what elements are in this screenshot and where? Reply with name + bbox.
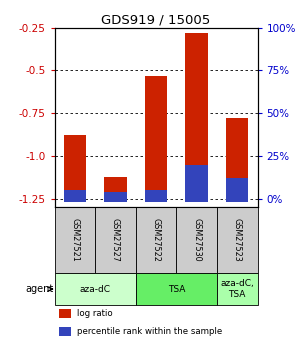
- Bar: [185, 165, 208, 202]
- Text: GSM27522: GSM27522: [152, 218, 161, 262]
- FancyBboxPatch shape: [217, 207, 258, 273]
- Title: GDS919 / 15005: GDS919 / 15005: [102, 13, 211, 27]
- FancyBboxPatch shape: [55, 273, 136, 305]
- Text: GSM27523: GSM27523: [233, 218, 242, 262]
- Text: GSM27521: GSM27521: [70, 218, 79, 262]
- Bar: [145, 190, 167, 202]
- Text: aza-dC,
TSA: aza-dC, TSA: [220, 279, 254, 299]
- Bar: [58, 327, 71, 336]
- FancyBboxPatch shape: [95, 207, 136, 273]
- Bar: [145, 76, 167, 190]
- Text: aza-dC: aza-dC: [80, 285, 111, 294]
- FancyBboxPatch shape: [136, 207, 176, 273]
- Text: GSM27530: GSM27530: [192, 218, 201, 262]
- Text: log ratio: log ratio: [77, 309, 112, 318]
- Text: GSM27527: GSM27527: [111, 218, 120, 262]
- FancyBboxPatch shape: [217, 273, 258, 305]
- Bar: [58, 309, 71, 318]
- Bar: [226, 118, 248, 178]
- Text: percentile rank within the sample: percentile rank within the sample: [77, 327, 222, 336]
- Bar: [104, 192, 127, 202]
- Bar: [226, 178, 248, 202]
- FancyBboxPatch shape: [136, 273, 217, 305]
- FancyBboxPatch shape: [176, 207, 217, 273]
- Bar: [185, 33, 208, 165]
- FancyBboxPatch shape: [55, 207, 95, 273]
- Text: TSA: TSA: [168, 285, 185, 294]
- Bar: [104, 177, 127, 192]
- Text: agent: agent: [25, 284, 54, 294]
- Bar: [64, 136, 86, 190]
- Bar: [64, 190, 86, 202]
